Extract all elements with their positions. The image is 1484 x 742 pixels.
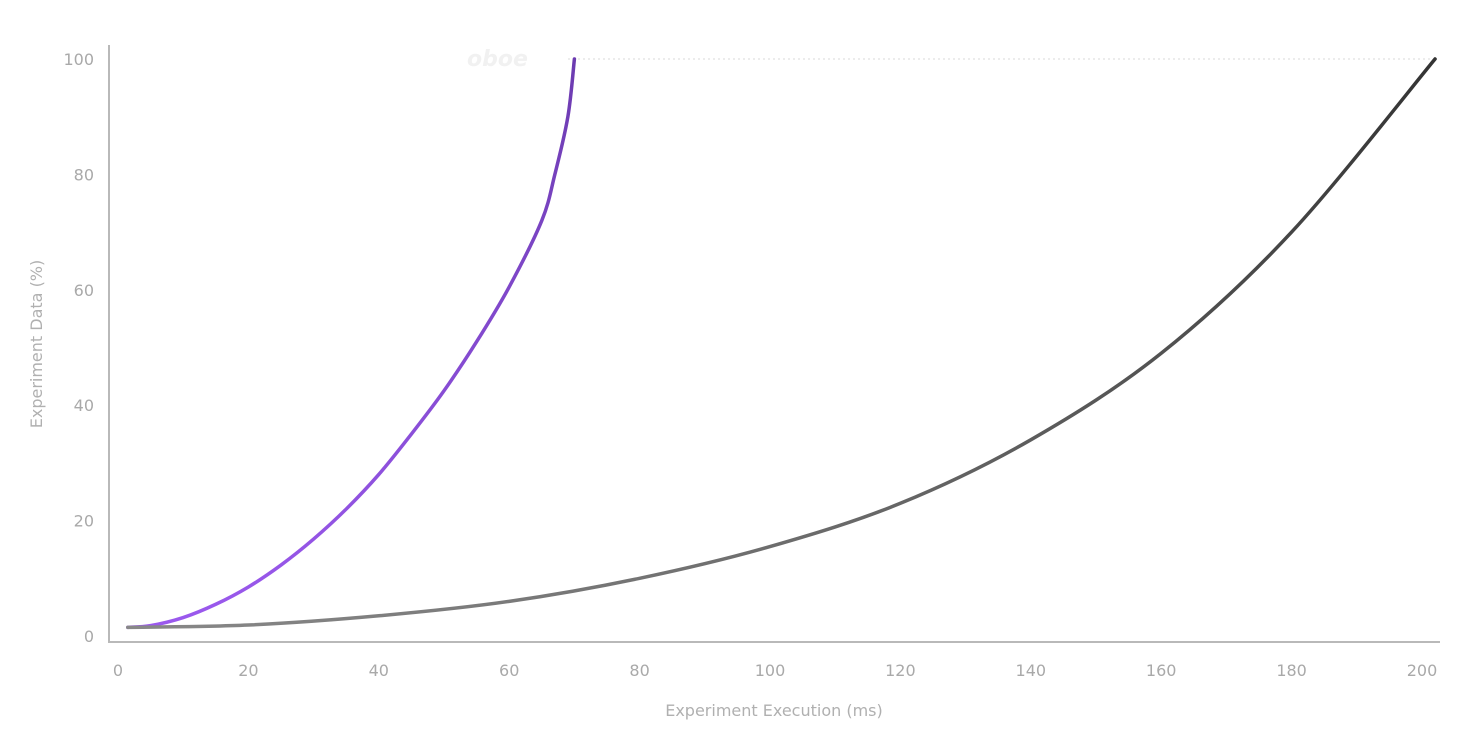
x-tick-label: 20 [238,661,258,680]
series-line-1 [126,57,1437,630]
x-tick-label: 180 [1276,661,1307,680]
y-axis-ticks: 0 20 40 60 80 100 [63,50,94,646]
series-group [126,57,1437,630]
x-tick-label: 200 [1407,661,1438,680]
y-tick-label: 80 [74,165,94,184]
y-tick-label: 0 [84,627,94,646]
y-tick-label: 60 [74,281,94,300]
y-axis-title: Experiment Data (%) [27,260,46,429]
x-tick-label: 100 [755,661,786,680]
y-tick-label: 20 [74,512,94,531]
x-tick-label: 60 [499,661,519,680]
x-tick-label: 160 [1146,661,1177,680]
watermark-logo: oboe [467,47,528,72]
x-tick-label: 120 [885,661,916,680]
y-tick-label: 100 [63,50,94,69]
x-axis-title: Experiment Execution (ms) [665,701,883,720]
x-tick-label: 80 [629,661,649,680]
x-tick-label: 40 [369,661,389,680]
series-line-0 [126,57,577,630]
x-axis-ticks: 0 20 40 60 80 100 120 140 160 180 200 [113,661,1437,680]
x-tick-label: 0 [113,661,123,680]
x-tick-label: 140 [1016,661,1047,680]
y-tick-label: 40 [74,396,94,415]
